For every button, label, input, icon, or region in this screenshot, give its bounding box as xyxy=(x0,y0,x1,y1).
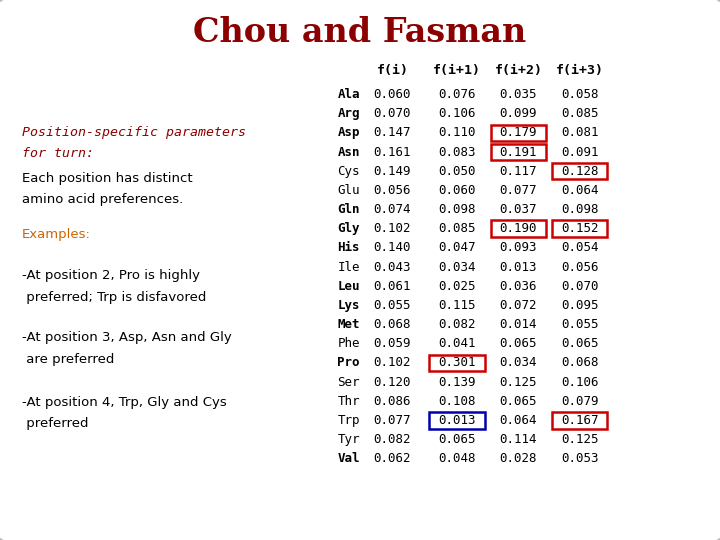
Text: 0.047: 0.047 xyxy=(438,241,476,254)
Text: Position-specific parameters: Position-specific parameters xyxy=(22,126,246,139)
Text: 0.099: 0.099 xyxy=(500,107,537,120)
Text: Asp: Asp xyxy=(338,126,360,139)
Text: 0.074: 0.074 xyxy=(374,203,411,216)
Text: 0.070: 0.070 xyxy=(374,107,411,120)
Text: 0.059: 0.059 xyxy=(374,337,411,350)
Text: 0.041: 0.041 xyxy=(438,337,476,350)
Text: 0.035: 0.035 xyxy=(500,88,537,101)
Text: 0.191: 0.191 xyxy=(500,145,537,159)
Text: 0.061: 0.061 xyxy=(374,280,411,293)
Text: Arg: Arg xyxy=(338,107,360,120)
Text: amino acid preferences.: amino acid preferences. xyxy=(22,193,183,206)
Text: 0.056: 0.056 xyxy=(374,184,411,197)
Text: 0.068: 0.068 xyxy=(561,356,598,369)
Text: 0.128: 0.128 xyxy=(561,165,598,178)
Text: 0.013: 0.013 xyxy=(438,414,476,427)
Text: 0.114: 0.114 xyxy=(500,433,537,446)
Text: 0.065: 0.065 xyxy=(561,337,598,350)
Text: 0.125: 0.125 xyxy=(561,433,598,446)
Text: 0.053: 0.053 xyxy=(561,452,598,465)
Text: 0.301: 0.301 xyxy=(438,356,476,369)
Text: Ala: Ala xyxy=(338,88,360,101)
Text: 0.098: 0.098 xyxy=(438,203,476,216)
Text: 0.102: 0.102 xyxy=(374,222,411,235)
Text: Met: Met xyxy=(338,318,360,331)
Text: Pro: Pro xyxy=(338,356,360,369)
Text: 0.062: 0.062 xyxy=(374,452,411,465)
Text: 0.079: 0.079 xyxy=(561,395,598,408)
Text: 0.037: 0.037 xyxy=(500,203,537,216)
Text: -At position 3, Asp, Asn and Gly: -At position 3, Asp, Asn and Gly xyxy=(22,331,231,344)
Text: 0.115: 0.115 xyxy=(438,299,476,312)
Text: Examples:: Examples: xyxy=(22,228,91,241)
Text: Glu: Glu xyxy=(338,184,360,197)
Text: 0.139: 0.139 xyxy=(438,375,476,389)
Text: f(i): f(i) xyxy=(377,64,408,77)
Text: 0.058: 0.058 xyxy=(561,88,598,101)
Text: 0.013: 0.013 xyxy=(500,260,537,274)
Text: 0.140: 0.140 xyxy=(374,241,411,254)
Text: 0.065: 0.065 xyxy=(500,337,537,350)
Text: 0.034: 0.034 xyxy=(438,260,476,274)
Text: 0.034: 0.034 xyxy=(500,356,537,369)
Text: -At position 2, Pro is highly: -At position 2, Pro is highly xyxy=(22,269,199,282)
Text: 0.082: 0.082 xyxy=(374,433,411,446)
Text: 0.190: 0.190 xyxy=(500,222,537,235)
Text: Ile: Ile xyxy=(338,260,360,274)
Text: Thr: Thr xyxy=(338,395,360,408)
Text: Chou and Fasman: Chou and Fasman xyxy=(194,16,526,49)
Text: 0.082: 0.082 xyxy=(438,318,476,331)
Text: 0.085: 0.085 xyxy=(438,222,476,235)
Text: 0.050: 0.050 xyxy=(438,165,476,178)
Text: His: His xyxy=(338,241,360,254)
Text: for turn:: for turn: xyxy=(22,147,94,160)
Text: 0.147: 0.147 xyxy=(374,126,411,139)
Text: 0.091: 0.091 xyxy=(561,145,598,159)
Text: 0.064: 0.064 xyxy=(561,184,598,197)
Text: 0.072: 0.072 xyxy=(500,299,537,312)
Text: Gln: Gln xyxy=(338,203,360,216)
Text: 0.065: 0.065 xyxy=(500,395,537,408)
Text: Cys: Cys xyxy=(338,165,360,178)
Text: f(i+2): f(i+2) xyxy=(495,64,542,77)
Text: 0.098: 0.098 xyxy=(561,203,598,216)
Text: preferred: preferred xyxy=(22,417,88,430)
Text: 0.083: 0.083 xyxy=(438,145,476,159)
Text: 0.060: 0.060 xyxy=(438,184,476,197)
Text: 0.077: 0.077 xyxy=(500,184,537,197)
Text: 0.036: 0.036 xyxy=(500,280,537,293)
Text: preferred; Trp is disfavored: preferred; Trp is disfavored xyxy=(22,291,206,303)
Text: 0.085: 0.085 xyxy=(561,107,598,120)
Text: -At position 4, Trp, Gly and Cys: -At position 4, Trp, Gly and Cys xyxy=(22,396,226,409)
Text: Asn: Asn xyxy=(338,145,360,159)
Text: f(i+3): f(i+3) xyxy=(556,64,603,77)
Text: 0.070: 0.070 xyxy=(561,280,598,293)
Text: 0.125: 0.125 xyxy=(500,375,537,389)
Text: 0.106: 0.106 xyxy=(438,107,476,120)
Text: 0.102: 0.102 xyxy=(374,356,411,369)
Text: 0.014: 0.014 xyxy=(500,318,537,331)
Text: Gly: Gly xyxy=(338,222,360,235)
Text: 0.077: 0.077 xyxy=(374,414,411,427)
Text: Each position has distinct: Each position has distinct xyxy=(22,172,192,185)
Text: Trp: Trp xyxy=(338,414,360,427)
Text: f(i+1): f(i+1) xyxy=(433,64,481,77)
Text: 0.076: 0.076 xyxy=(438,88,476,101)
Text: 0.093: 0.093 xyxy=(500,241,537,254)
Text: 0.064: 0.064 xyxy=(500,414,537,427)
Text: Val: Val xyxy=(338,452,360,465)
Text: 0.060: 0.060 xyxy=(374,88,411,101)
Text: 0.054: 0.054 xyxy=(561,241,598,254)
Text: 0.043: 0.043 xyxy=(374,260,411,274)
Text: Tyr: Tyr xyxy=(338,433,360,446)
Text: 0.086: 0.086 xyxy=(374,395,411,408)
Text: 0.055: 0.055 xyxy=(561,318,598,331)
Text: 0.055: 0.055 xyxy=(374,299,411,312)
Text: 0.081: 0.081 xyxy=(561,126,598,139)
Text: 0.056: 0.056 xyxy=(561,260,598,274)
Text: Leu: Leu xyxy=(338,280,360,293)
Text: 0.161: 0.161 xyxy=(374,145,411,159)
Text: are preferred: are preferred xyxy=(22,353,114,366)
Text: 0.106: 0.106 xyxy=(561,375,598,389)
